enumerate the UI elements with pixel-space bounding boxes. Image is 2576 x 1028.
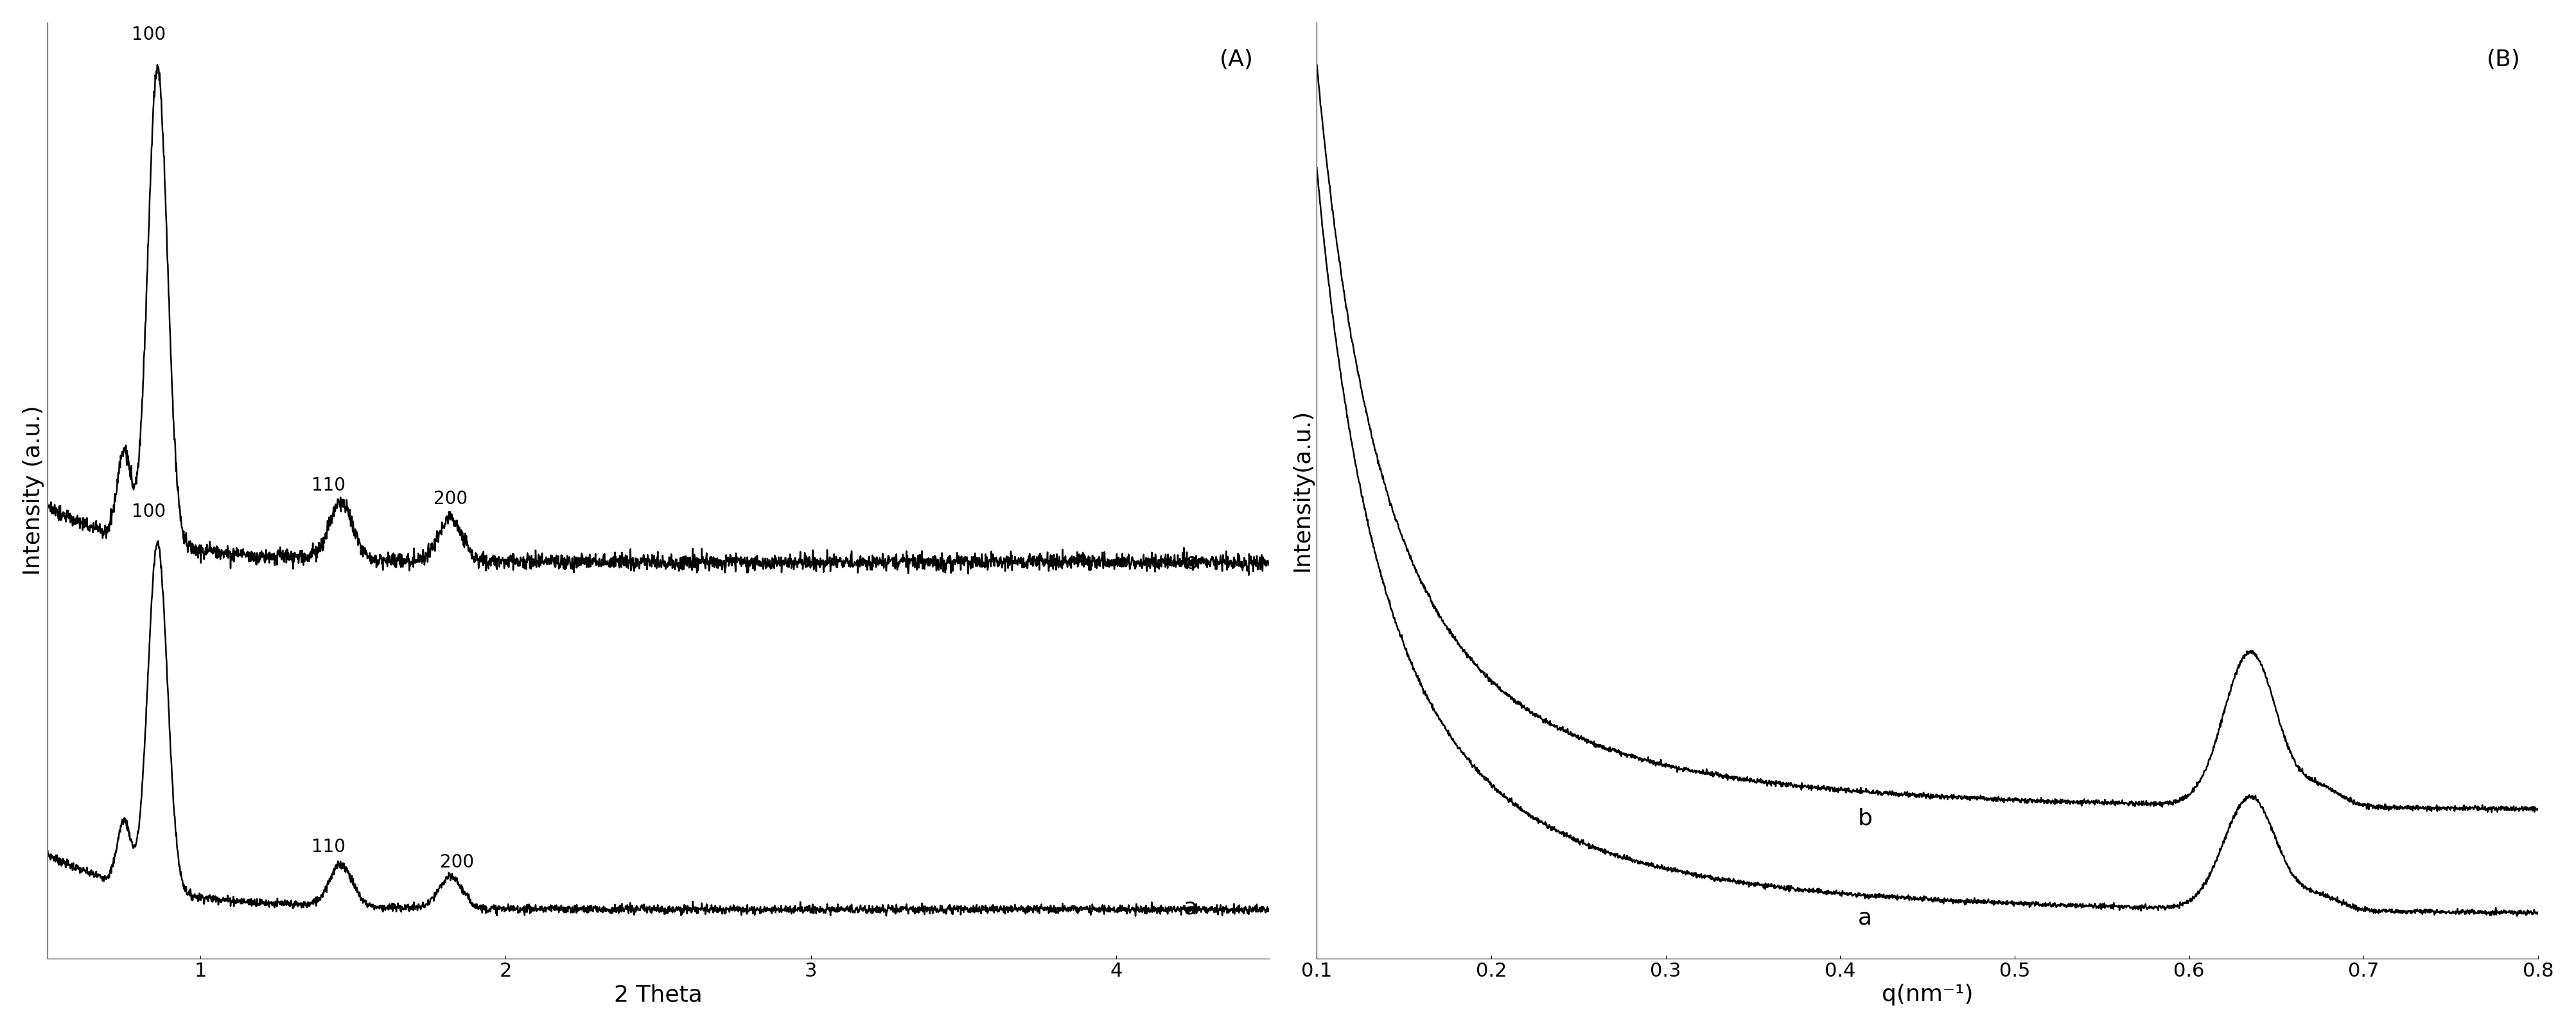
Text: 100: 100 xyxy=(131,503,165,520)
X-axis label: q(nm⁻¹): q(nm⁻¹) xyxy=(1880,984,1973,1005)
Text: (A): (A) xyxy=(1221,49,1255,71)
Y-axis label: Intensity(a.u.): Intensity(a.u.) xyxy=(1291,409,1314,572)
Text: 200: 200 xyxy=(433,490,469,508)
Text: 200: 200 xyxy=(440,853,474,871)
Text: 110: 110 xyxy=(312,838,345,856)
Text: b: b xyxy=(1182,551,1198,573)
Text: 100: 100 xyxy=(131,26,165,44)
X-axis label: 2 Theta: 2 Theta xyxy=(613,984,703,1005)
Y-axis label: Intensity (a.u.): Intensity (a.u.) xyxy=(23,405,44,576)
Text: a: a xyxy=(1182,897,1198,919)
Text: (B): (B) xyxy=(2486,49,2522,71)
Text: 110: 110 xyxy=(312,476,345,494)
Text: a: a xyxy=(1857,907,1873,928)
Text: b: b xyxy=(1857,808,1873,830)
